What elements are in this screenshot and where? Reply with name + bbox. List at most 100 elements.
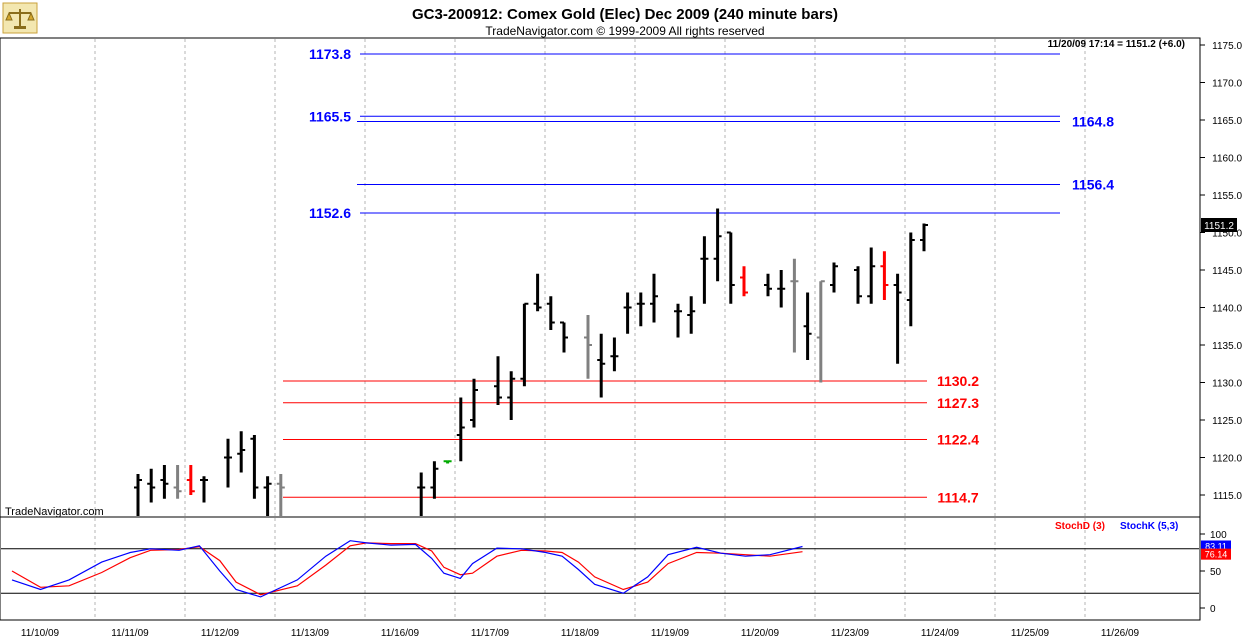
watermark-text: TradeNavigator.com xyxy=(5,506,104,518)
y-tick-label: 100 xyxy=(1210,530,1227,541)
y-tick-label: 1130.0 xyxy=(1212,379,1242,390)
level-label: 1173.8 xyxy=(309,46,351,62)
level-label: 1165.5 xyxy=(309,108,351,124)
y-tick-label: 1140.0 xyxy=(1212,304,1242,315)
ohlc-bar xyxy=(740,266,748,297)
stoch-lines xyxy=(11,540,803,598)
ohlc-bar xyxy=(237,431,246,473)
level-label: 1127.3 xyxy=(937,395,979,411)
ohlc-bar xyxy=(790,258,799,353)
ohlc-bar xyxy=(200,476,208,503)
y-tick-label: 1135.0 xyxy=(1212,341,1242,352)
ohlc-bar xyxy=(494,356,502,405)
y-tick-label: 1155.0 xyxy=(1212,191,1242,202)
ohlc-bar xyxy=(803,292,812,360)
stoch-day-gridlines xyxy=(94,518,1086,619)
last-quote-text: 11/20/09 17:14 = 1151.2 (+6.0) xyxy=(1048,39,1185,50)
ohlc-bar xyxy=(250,435,259,499)
y-tick-label: 1120.0 xyxy=(1212,454,1242,465)
ohlc-bar xyxy=(134,474,142,516)
ohlc-bar xyxy=(777,270,786,308)
ohlc-bar xyxy=(443,460,452,464)
ohlc-bar xyxy=(854,266,862,304)
x-tick-label: 11/13/09 xyxy=(291,628,330,639)
stochd-value-tag xyxy=(1201,548,1231,560)
x-tick-label: 11/20/09 xyxy=(741,628,780,639)
price-day-gridlines xyxy=(94,39,1086,516)
ohlc-bar xyxy=(546,296,555,330)
copyright-subtitle: TradeNavigator.com © 1999-2009 All right… xyxy=(485,24,764,38)
ohlc-bar xyxy=(700,236,709,304)
ohlc-bar xyxy=(830,262,838,293)
level-label: 1152.6 xyxy=(309,205,351,221)
price-panel[interactable] xyxy=(0,37,1201,518)
ohlc-bar xyxy=(687,296,696,334)
y-tick-label: 0 xyxy=(1210,604,1216,615)
legend-stochk: StochK (5,3) xyxy=(1120,521,1178,532)
ohlc-bar xyxy=(456,397,465,462)
y-tick-label: 1150.0 xyxy=(1212,229,1242,240)
ohlc-bar xyxy=(276,474,285,516)
ohlc-bar xyxy=(224,438,232,488)
ohlc-bar xyxy=(906,232,915,327)
ohlc-bar xyxy=(610,337,619,372)
x-tick-label: 11/24/09 xyxy=(921,628,960,639)
y-tick-label: 1115.0 xyxy=(1213,491,1243,502)
y-tick-label: 1175.0 xyxy=(1212,41,1242,52)
y-tick-label: 1145.0 xyxy=(1212,266,1242,277)
support-resistance-lines: 1173.8 1165.5 1164.8 1156.4 1152.6 1130.2 1127… xyxy=(283,46,1114,505)
ohlc-bar xyxy=(816,280,825,383)
x-axis: 11/10/09 11/11/09 11/12/09 11/13/09 11/16/09… xyxy=(21,628,1140,639)
y-tick-label: 1125.0 xyxy=(1212,416,1242,427)
ohlc-bar xyxy=(430,461,439,499)
ohlc-bar xyxy=(920,223,928,252)
ohlc-bar xyxy=(263,476,272,516)
x-tick-label: 11/18/09 xyxy=(561,628,600,639)
stochk-value-tag xyxy=(1201,540,1231,552)
ohlc-bar xyxy=(597,333,606,398)
price-y-axis: 1115.0 1120.0 1125.0 1130.0 1135.0 1140.0 1145… xyxy=(1200,41,1242,502)
stochd-value-label: 76.14 xyxy=(1205,550,1228,560)
x-tick-label: 11/19/09 xyxy=(651,628,690,639)
ohlc-bar xyxy=(764,273,772,297)
price-bars xyxy=(134,208,928,516)
x-tick-label: 11/25/09 xyxy=(1011,628,1050,639)
ohlc-bar xyxy=(584,315,592,379)
last-price-tag xyxy=(1201,218,1237,232)
x-tick-label: 11/16/09 xyxy=(381,628,420,639)
legend-stochd: StochD (3) xyxy=(1055,521,1105,532)
stoch-reference-lines xyxy=(1,548,1199,594)
x-tick-label: 11/17/09 xyxy=(471,628,510,639)
ohlc-bar xyxy=(636,292,645,327)
x-tick-label: 11/11/09 xyxy=(111,628,149,639)
ohlc-bar xyxy=(726,231,735,304)
ohlc-bar xyxy=(893,273,902,364)
chart-title: GC3-200912: Comex Gold (Elec) Dec 2009 (… xyxy=(412,6,838,23)
ohlc-bar xyxy=(713,208,722,282)
ohlc-bar xyxy=(880,251,889,300)
ohlc-bar xyxy=(560,321,568,353)
x-tick-label: 11/26/09 xyxy=(1101,628,1140,639)
stochastic-panel[interactable] xyxy=(0,516,1201,621)
y-tick-label: 1160.0 xyxy=(1212,154,1242,165)
ohlc-bar xyxy=(674,303,682,338)
y-tick-label: 50 xyxy=(1210,567,1222,578)
ohlc-bar xyxy=(147,468,156,503)
level-label: 1114.7 xyxy=(937,489,978,505)
x-tick-label: 11/10/09 xyxy=(21,628,60,639)
ohlc-bar xyxy=(470,378,478,428)
level-label: 1164.8 xyxy=(1072,114,1114,130)
last-price-label: 1151.2 xyxy=(1204,221,1234,232)
scales-logo-icon xyxy=(2,2,38,34)
stochk-value-label: 83.11 xyxy=(1205,541,1227,551)
ohlc-bar xyxy=(623,292,632,334)
ohlc-bar xyxy=(650,273,658,323)
ohlc-bar xyxy=(173,465,182,499)
ohlc-bar xyxy=(160,465,169,499)
ohlc-bar xyxy=(533,273,542,312)
ohlc-bar xyxy=(520,302,529,387)
y-tick-label: 1165.0 xyxy=(1212,116,1242,127)
stochk-line xyxy=(11,540,803,598)
